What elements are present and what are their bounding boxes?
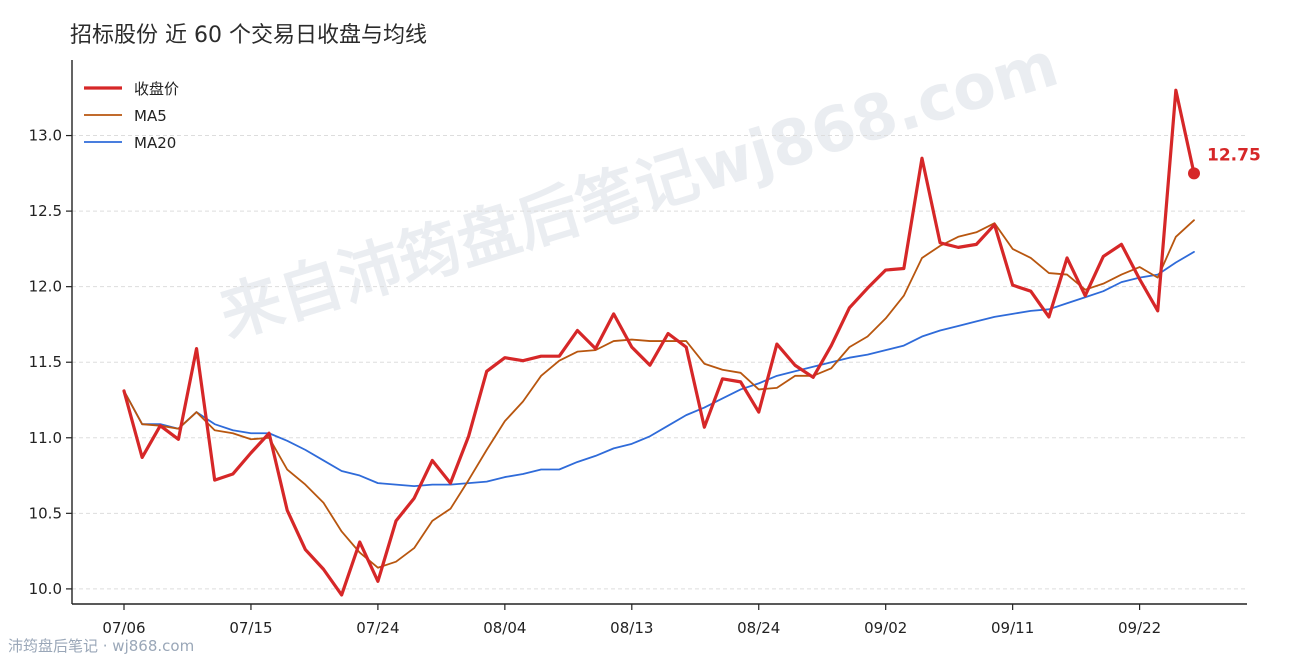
- y-tick-label: 11.0: [29, 429, 62, 447]
- series-lines: [122, 88, 1196, 597]
- y-tick-label: 10.5: [29, 504, 62, 522]
- x-tick-label: 09/22: [1118, 619, 1161, 637]
- chart-title: 招标股份 近 60 个交易日收盘与均线: [70, 23, 427, 48]
- series-line-ma5: [123, 219, 1195, 569]
- x-tick-label: 09/02: [864, 619, 907, 637]
- y-tick-label: 11.5: [29, 353, 62, 371]
- y-tick-label: 13.0: [29, 127, 62, 145]
- x-tick-label: 08/13: [610, 619, 653, 637]
- x-tick-label: 08/04: [483, 619, 526, 637]
- x-tick-label: 08/24: [737, 619, 780, 637]
- legend-label-ma5: MA5: [134, 107, 167, 125]
- legend-label-ma20: MA20: [134, 134, 176, 152]
- x-tick-label: 09/11: [991, 619, 1034, 637]
- y-tick-label: 12.5: [29, 202, 62, 220]
- series-line-ma20: [123, 251, 1195, 488]
- x-tick-label: 07/06: [102, 619, 145, 637]
- last-value-marker: 12.75: [1188, 145, 1261, 180]
- x-tick-label: 07/15: [229, 619, 272, 637]
- watermark-text: 来自沛筠盘后笔记wj868.com: [211, 27, 1066, 352]
- last-point-dot: [1188, 167, 1200, 180]
- legend: 收盘价 MA5 MA20: [84, 80, 179, 152]
- y-tick-label: 12.0: [29, 278, 62, 296]
- axes: 10.0 10.5 11.0 11.5 12.0 12.5 13.0 07/06 07/15 07…: [29, 60, 1247, 637]
- x-tick-label: 07/24: [356, 619, 399, 637]
- y-tick-label: 10.0: [29, 580, 62, 598]
- last-value-label: 12.75: [1207, 145, 1261, 165]
- watermark: 来自沛筠盘后笔记wj868.com: [211, 27, 1066, 352]
- legend-label-close: 收盘价: [134, 80, 179, 98]
- series-line-close: [122, 88, 1196, 597]
- footer-credit: 沛筠盘后笔记 · wj868.com: [8, 637, 195, 655]
